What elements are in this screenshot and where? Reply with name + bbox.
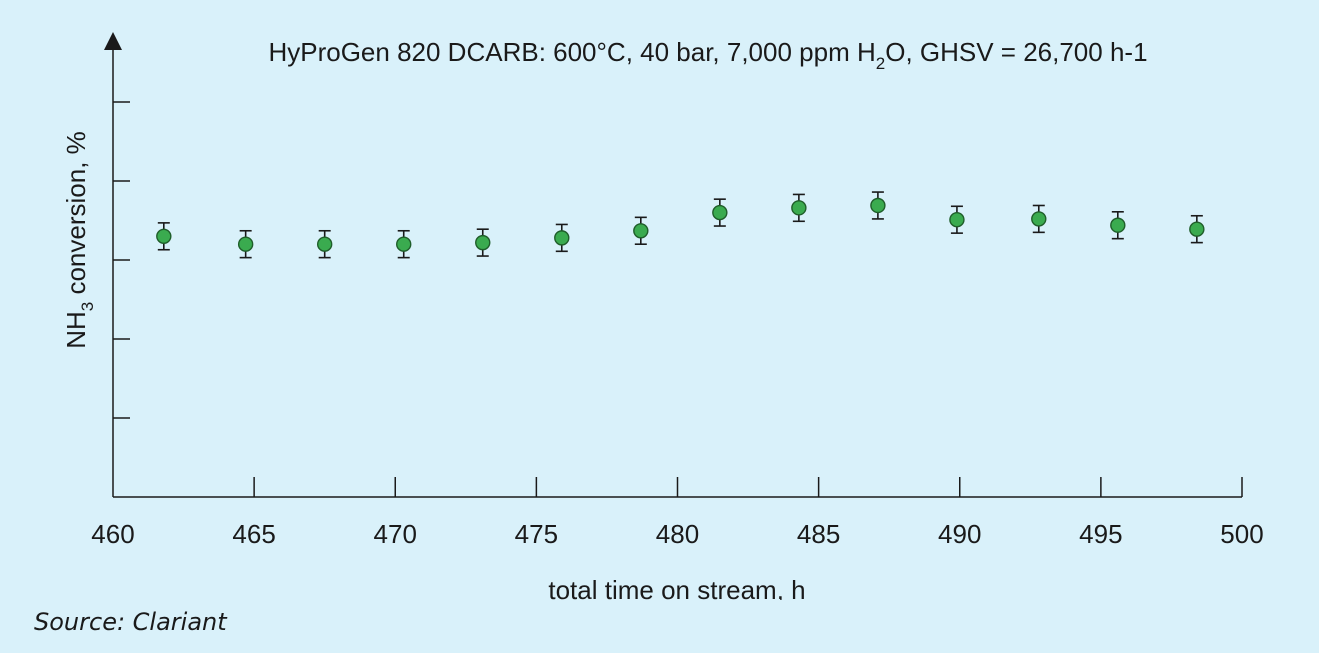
data-marker <box>633 223 649 239</box>
axes <box>104 32 1242 498</box>
data-point <box>475 228 491 257</box>
x-tick-label: 490 <box>938 519 981 549</box>
data-point <box>1031 204 1047 234</box>
data-marker <box>712 204 728 221</box>
y-axis-label-main: NH <box>61 311 91 349</box>
data-marker <box>949 212 965 228</box>
x-tick-label: 475 <box>515 519 558 549</box>
data-marker <box>554 230 570 246</box>
data-marker <box>396 236 412 252</box>
data-marker <box>156 228 172 245</box>
x-tick-label: 500 <box>1220 519 1263 549</box>
data-marker <box>475 234 491 251</box>
data-point <box>237 229 254 259</box>
data-marker <box>870 197 886 214</box>
data-point <box>712 198 728 227</box>
data-marker <box>791 200 807 216</box>
chart-title-main: HyProGen 820 DCARB: 600°C, 40 bar, 7,000… <box>268 37 875 67</box>
y-ticks <box>113 101 130 419</box>
data-points <box>156 191 1205 259</box>
data-point <box>1189 214 1205 244</box>
chart-title-rest: O, GHSV = 26,700 h-1 <box>885 37 1147 67</box>
chart-title: HyProGen 820 DCARB: 600°C, 40 bar, 7,000… <box>268 37 1147 73</box>
data-point <box>870 191 886 220</box>
x-ticks: 460 465 470 475 480 485 490 495 500 <box>91 477 1264 549</box>
y-axis-arrow-icon <box>104 32 122 50</box>
data-point <box>633 216 649 245</box>
data-point <box>554 223 570 253</box>
x-tick-label: 470 <box>374 519 417 549</box>
x-tick-label: 460 <box>91 519 134 549</box>
x-tick-label: 465 <box>232 519 275 549</box>
y-axis-label-rest: conversion, % <box>61 131 91 302</box>
data-point <box>791 193 807 223</box>
data-marker <box>237 236 254 252</box>
x-tick-label: 485 <box>797 519 840 549</box>
y-axis-label-subscript: 3 <box>78 302 97 311</box>
scatter-plot: HyProGen 820 DCARB: 600°C, 40 bar, 7,000… <box>61 32 1264 600</box>
x-axis-label: total time on stream, h <box>548 575 805 600</box>
data-point <box>1110 211 1126 240</box>
data-point <box>396 229 412 259</box>
x-tick-label: 480 <box>656 519 699 549</box>
x-tick-label: 495 <box>1079 519 1122 549</box>
chart-title-subscript: 2 <box>876 54 885 73</box>
data-marker <box>1110 217 1126 233</box>
source-note: Source: Clariant <box>34 608 227 636</box>
data-point <box>949 205 965 234</box>
data-point <box>156 222 172 251</box>
data-marker <box>1031 211 1047 227</box>
y-axis-label: NH3 conversion, % <box>61 131 97 349</box>
data-marker <box>1189 221 1205 237</box>
data-marker <box>316 236 333 252</box>
data-point <box>316 229 333 259</box>
